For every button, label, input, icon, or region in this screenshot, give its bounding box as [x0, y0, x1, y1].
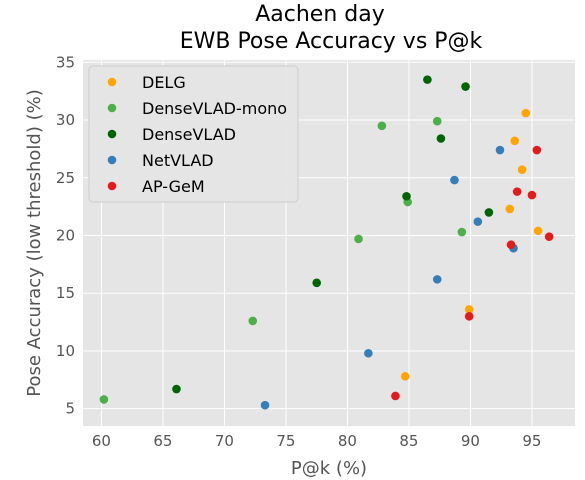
point-delg — [517, 165, 527, 174]
point-netvlad — [495, 145, 505, 155]
x-tick-label: 65 — [153, 432, 172, 450]
point-delg — [521, 108, 531, 118]
legend-label-densevlad: DenseVLAD — [142, 125, 236, 144]
point-densevlad-mono — [377, 121, 387, 131]
point-ap-gem — [527, 190, 537, 200]
y-tick-label: 30 — [56, 111, 75, 129]
legend-marker-densevlad — [107, 129, 117, 139]
legend-marker-densevlad-mono — [107, 103, 117, 113]
point-delg — [505, 204, 515, 214]
point-densevlad-mono — [354, 234, 363, 244]
point-netvlad — [450, 175, 459, 185]
point-densevlad — [484, 208, 494, 217]
point-ap-gem — [391, 391, 400, 401]
x-tick-label: 95 — [522, 432, 541, 450]
x-tick-label: 70 — [215, 432, 234, 450]
legend-box — [88, 65, 299, 203]
chart-title-line2: EWB Pose Accuracy vs P@k — [180, 29, 483, 54]
x-tick-label: 60 — [92, 432, 111, 450]
x-tick-label: 75 — [276, 432, 295, 450]
data-points — [99, 75, 554, 410]
x-axis-label: P@k (%) — [291, 458, 367, 479]
legend-label-netvlad: NetVLAD — [142, 151, 214, 170]
y-tick-label: 10 — [56, 342, 75, 360]
point-ap-gem — [544, 232, 554, 241]
legend-marker-ap-gem — [107, 181, 117, 191]
chart-title-line1: Aachen day — [255, 2, 385, 27]
point-delg — [510, 136, 520, 146]
point-netvlad — [260, 400, 270, 410]
point-ap-gem — [512, 187, 522, 196]
point-densevlad — [436, 134, 446, 143]
point-netvlad — [432, 275, 442, 284]
y-tick-label: 35 — [56, 53, 75, 71]
point-delg — [400, 372, 410, 381]
legend: DELG DenseVLAD-mono DenseVLAD NetVLAD AP-GeM — [88, 65, 299, 203]
point-ap-gem — [464, 312, 474, 321]
legend-label-delg: DELG — [142, 73, 186, 92]
point-delg — [464, 305, 474, 314]
point-netvlad — [473, 217, 483, 226]
point-densevlad-mono — [432, 116, 442, 126]
y-axis-label: Pose Accuracy (low threshold) (%) — [24, 89, 45, 396]
point-densevlad — [312, 278, 322, 288]
y-tick-label: 25 — [56, 169, 75, 187]
y-tick-label: 5 — [65, 400, 75, 418]
x-tick-label: 85 — [399, 432, 418, 450]
point-delg — [533, 226, 543, 236]
point-densevlad — [402, 191, 411, 201]
legend-marker-netvlad — [107, 155, 117, 165]
point-ap-gem — [532, 145, 542, 155]
point-ap-gem — [506, 240, 516, 250]
point-densevlad-mono — [99, 395, 109, 404]
x-tick-label: 90 — [461, 432, 480, 450]
y-axis-ticks: 5 10 15 20 25 30 35 — [56, 53, 75, 417]
point-densevlad — [423, 75, 432, 84]
legend-label-ap-gem: AP-GeM — [142, 177, 205, 196]
point-densevlad — [461, 82, 470, 91]
x-tick-label: 80 — [338, 432, 357, 450]
point-densevlad-mono — [248, 316, 258, 326]
legend-marker-delg — [107, 77, 117, 87]
point-densevlad — [172, 384, 181, 394]
y-tick-label: 20 — [56, 226, 75, 244]
point-densevlad-mono — [457, 227, 467, 237]
y-tick-label: 15 — [56, 284, 75, 302]
legend-label-densevlad-mono: DenseVLAD-mono — [142, 99, 287, 118]
point-netvlad — [364, 348, 373, 358]
x-axis-ticks: 60 65 70 75 80 85 90 95 — [92, 432, 542, 450]
